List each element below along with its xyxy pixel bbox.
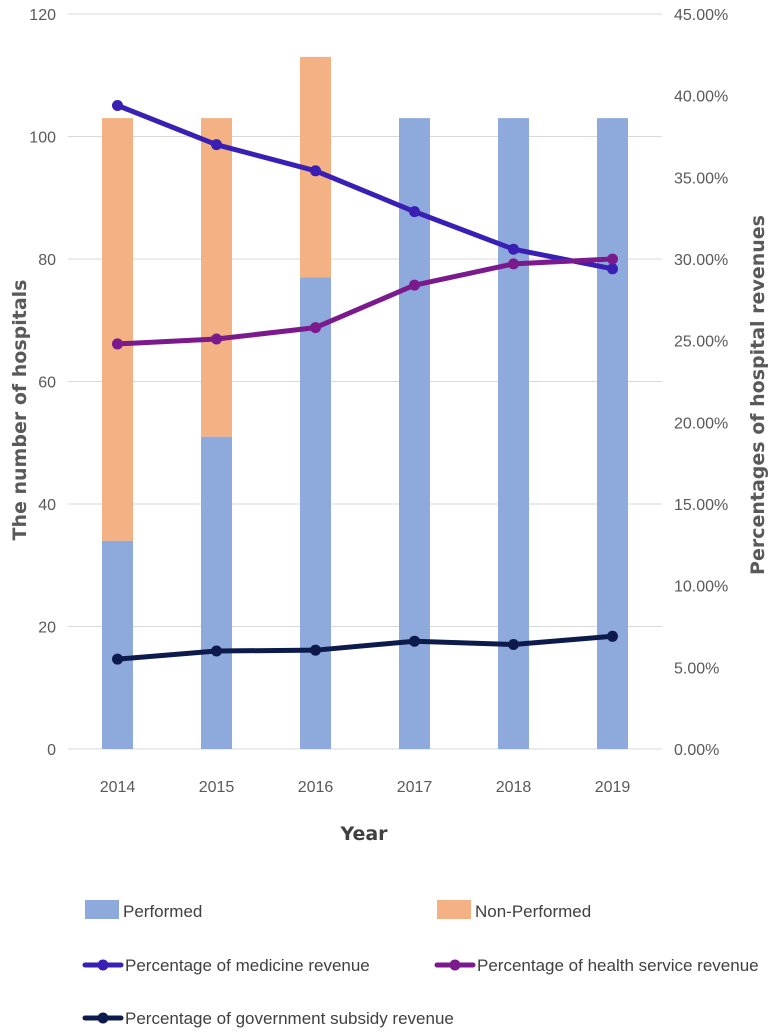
point-percentage-of-medicine-revenue-2015 xyxy=(211,139,222,151)
legend: Performed Non-Performed Percentage of medi… xyxy=(82,900,759,1028)
point-percentage-of-government-subsidy-revenue-2019 xyxy=(607,630,618,642)
y-tick-left: 80 xyxy=(38,252,56,269)
y-tick-left: 100 xyxy=(29,130,56,147)
bar-performed-2018 xyxy=(498,118,529,749)
point-percentage-of-health-service-revenue-2018 xyxy=(508,258,519,270)
point-percentage-of-medicine-revenue-2019 xyxy=(607,263,618,275)
bar-performed-2019 xyxy=(597,118,628,749)
legend-swatch-performed xyxy=(85,900,119,919)
point-percentage-of-medicine-revenue-2017 xyxy=(409,206,420,218)
point-percentage-of-health-service-revenue-2015 xyxy=(211,333,222,345)
y-tick-right: 15.00% xyxy=(674,497,728,514)
legend-marker-percentage-of-medicine-revenue xyxy=(97,959,109,971)
legend-label-percentage-of-health-service-revenue: Percentage of health service revenue xyxy=(477,956,759,975)
point-percentage-of-health-service-revenue-2019 xyxy=(607,253,618,265)
bar-performed-2014 xyxy=(102,540,133,749)
point-percentage-of-medicine-revenue-2016 xyxy=(310,165,321,177)
y-tick-right: 40.00% xyxy=(674,89,728,106)
point-percentage-of-government-subsidy-revenue-2017 xyxy=(409,635,420,647)
y-tick-left: 40 xyxy=(38,497,56,514)
point-percentage-of-health-service-revenue-2014 xyxy=(112,338,123,350)
y-tick-left: 120 xyxy=(29,7,56,24)
y-tick-right: 25.00% xyxy=(674,334,728,351)
legend-marker-percentage-of-health-service-revenue xyxy=(449,959,461,971)
y-tick-left: 0 xyxy=(47,742,56,759)
point-percentage-of-medicine-revenue-2018 xyxy=(508,243,519,255)
legend-label-performed: Performed xyxy=(123,902,202,921)
point-percentage-of-government-subsidy-revenue-2018 xyxy=(508,638,519,650)
bar-performed-2015 xyxy=(201,436,232,749)
x-tick: 2017 xyxy=(397,779,433,796)
point-percentage-of-health-service-revenue-2016 xyxy=(310,322,321,334)
point-percentage-of-government-subsidy-revenue-2015 xyxy=(211,645,222,657)
x-tick: 2015 xyxy=(199,779,235,796)
point-percentage-of-government-subsidy-revenue-2016 xyxy=(310,644,321,656)
line-percentage-of-health-service-revenue xyxy=(115,256,615,347)
y-tick-right: 20.00% xyxy=(674,415,728,432)
y-tick-left: 20 xyxy=(38,620,56,637)
y-axis-left-title: The number of hospitals xyxy=(9,280,31,541)
lines xyxy=(112,99,618,665)
point-percentage-of-government-subsidy-revenue-2014 xyxy=(112,653,123,665)
x-axis-title: Year xyxy=(339,823,388,845)
gridlines xyxy=(68,13,662,750)
y-tick-right: 5.00% xyxy=(674,660,719,677)
point-percentage-of-health-service-revenue-2017 xyxy=(409,279,420,291)
point-percentage-of-medicine-revenue-2014 xyxy=(112,99,123,111)
line-percentage-of-medicine-revenue xyxy=(115,102,615,272)
y-tick-right: 30.00% xyxy=(674,252,728,269)
legend-label-non-performed: Non-Performed xyxy=(475,902,591,921)
y-tick-right: 35.00% xyxy=(674,170,728,187)
legend-marker-percentage-of-government-subsidy-revenue xyxy=(97,1012,109,1024)
x-tick: 2016 xyxy=(298,779,334,796)
legend-label-percentage-of-government-subsidy-revenue: Percentage of government subsidy revenue xyxy=(125,1009,454,1028)
y-tick-right: 0.00% xyxy=(674,742,719,759)
x-axis-ticks: 2014 2015 2016 2017 2018 2019 xyxy=(100,779,631,796)
bar-performed-2016 xyxy=(300,277,331,749)
y-tick-left: 60 xyxy=(38,375,56,392)
line-percentage-of-government-subsidy-revenue xyxy=(115,633,615,662)
legend-label-percentage-of-medicine-revenue: Percentage of medicine revenue xyxy=(125,956,370,975)
y-axis-right-title: Percentages of hospital revenues xyxy=(747,215,769,575)
y-tick-right: 45.00% xyxy=(674,7,728,24)
bar-non-performed-2014 xyxy=(102,118,133,541)
x-tick: 2014 xyxy=(100,779,136,796)
right-axis-ticks: 0.00% 5.00% 10.00% 15.00% 20.00% 25.00% 30.00%… xyxy=(674,7,728,759)
x-tick: 2019 xyxy=(595,779,631,796)
left-axis-ticks: 0 20 40 60 80 100 120 xyxy=(29,7,56,759)
y-tick-right: 10.00% xyxy=(674,579,728,596)
bar-non-performed-2015 xyxy=(201,118,232,437)
legend-swatch-non-performed xyxy=(437,900,471,919)
x-tick: 2018 xyxy=(496,779,532,796)
